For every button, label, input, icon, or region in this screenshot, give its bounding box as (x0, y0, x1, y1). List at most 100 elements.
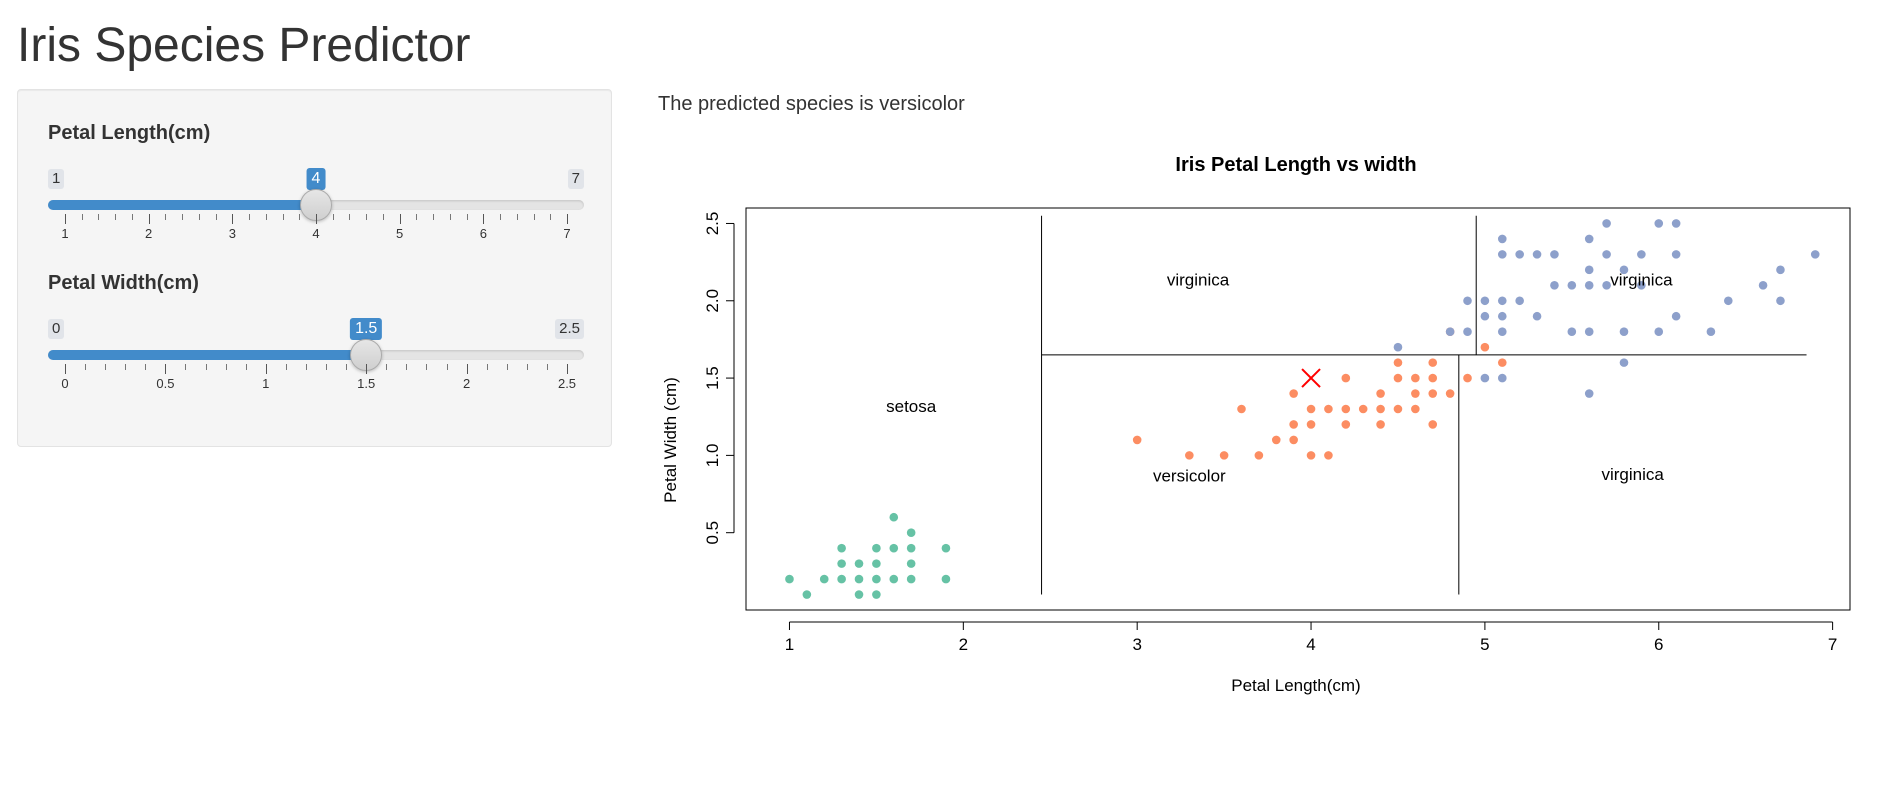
virginica-point (1584, 389, 1594, 398)
versicolor-point (1306, 420, 1316, 429)
decision-boundaries (1041, 215, 1807, 595)
versicolor-point (1376, 420, 1385, 429)
versicolor-point (1393, 404, 1403, 414)
setosa-point (941, 574, 951, 584)
virginica-point (1619, 327, 1629, 336)
virginica-point (1497, 234, 1507, 244)
prediction-marker-stroke (1301, 368, 1321, 388)
virginica-point (1602, 219, 1611, 228)
petal-length-minor-tick (249, 214, 251, 220)
petal-length-major-tick (148, 214, 150, 224)
setosa-point (872, 543, 881, 553)
virginica-point (1480, 296, 1490, 306)
petal-width-tick-label: 1.5 (357, 376, 376, 391)
versicolor-point (1463, 373, 1472, 383)
virginica-point (1532, 250, 1542, 259)
petal-length-tick-label: 4 (312, 226, 320, 241)
virginica-point (1515, 296, 1524, 306)
petal-width-minor-tick (85, 364, 87, 370)
setosa-point (854, 574, 864, 584)
petal-width-minor-tick (546, 364, 548, 370)
setosa-point (889, 543, 899, 553)
region-label: virginica (1167, 270, 1230, 289)
petal-width-major-tick (265, 364, 267, 374)
virginica-point (1393, 342, 1403, 352)
versicolor-point (1376, 404, 1385, 414)
virginica-point (1497, 296, 1507, 306)
petal-length-minor-tick (131, 214, 133, 220)
versicolor-point (1393, 373, 1403, 383)
setosa-point (906, 528, 916, 537)
versicolor-point (1289, 435, 1298, 445)
versicolor-point (1411, 389, 1420, 398)
petal-width-major-tick (366, 364, 368, 374)
setosa-point (872, 590, 881, 599)
petal-length-tick-label: 7 (563, 226, 571, 241)
petal-length-tick-label: 3 (228, 226, 236, 241)
region-label: virginica (1610, 270, 1673, 289)
petal-width-minor-tick (526, 364, 528, 370)
petal-length-minor-tick (516, 214, 518, 220)
versicolor-point (1411, 373, 1420, 383)
versicolor-point (1185, 451, 1194, 460)
petal-width-min-label: 0 (48, 319, 65, 339)
axes: 1 2 3 4 5 6 7 0.5 1.0 1.5 2.0 2.5 (703, 212, 1837, 654)
petal-length-minor-tick (215, 214, 217, 220)
setosa-point (872, 574, 881, 584)
virginica-point (1619, 358, 1629, 367)
iris-scatter-plot: Iris Petal Length vs width Petal Length(… (661, 154, 1851, 695)
region-label: setosa (886, 397, 937, 416)
setosa-point (819, 574, 829, 584)
virginica-point (1532, 311, 1542, 321)
petal-length-tick-label: 6 (479, 226, 487, 241)
virginica-point (1619, 265, 1629, 275)
versicolor-point (1237, 404, 1246, 414)
petal-width-minor-tick (245, 364, 247, 370)
petal-width-minor-tick (386, 364, 388, 370)
versicolor-point (1219, 451, 1229, 460)
versicolor-point (1411, 404, 1420, 414)
petal-length-minor-tick (182, 214, 184, 220)
petal-width-minor-tick (426, 364, 428, 370)
virginica-point (1480, 373, 1490, 383)
versicolor-point (1289, 420, 1298, 429)
petal-length-fill (48, 200, 316, 210)
virginica-point (1567, 327, 1577, 336)
virginica-point (1445, 327, 1455, 336)
virginica-point (1584, 281, 1594, 290)
petal-width-minor-tick (406, 364, 408, 370)
petal-length-minor-tick (265, 214, 267, 220)
petal-length-tick-label: 2 (145, 226, 153, 241)
setosa-point (837, 543, 846, 553)
petal-length-minor-tick (115, 214, 117, 220)
region-label: virginica (1601, 465, 1664, 484)
petal-length-label: Petal Length(cm) (48, 122, 211, 144)
petal-width-minor-tick (506, 364, 508, 370)
chart-title: Iris Petal Length vs width (1175, 154, 1416, 176)
petal-length-minor-tick (349, 214, 351, 220)
virginica-point (1550, 250, 1559, 259)
petal-length-minor-tick (198, 214, 200, 220)
petal-width-value-badge: 1.5 (350, 318, 383, 340)
y-tick-label: 1.5 (703, 366, 722, 390)
virginica-point (1497, 311, 1507, 321)
setosa-point (854, 559, 864, 568)
virginica-point (1776, 265, 1785, 275)
virginica-point (1584, 327, 1594, 336)
petal-width-major-tick (65, 364, 66, 374)
setosa-point (837, 574, 846, 584)
petal-length-minor-tick (299, 214, 301, 220)
petal-length-minor-tick (500, 214, 502, 220)
petal-length-slider-group: Petal Length(cm) 1 7 4 1 2 3 4 5 6 7 (48, 122, 584, 241)
petal-width-minor-tick (346, 364, 348, 370)
virginica-point (1637, 250, 1646, 259)
prediction-text: The predicted species is versicolor (658, 93, 965, 115)
petal-length-minor-tick (449, 214, 451, 220)
versicolor-point (1132, 435, 1142, 445)
petal-width-slider-group: Petal Width(cm) 0 2.5 1.5 0 0.5 1 1.5 2 2.5 (48, 272, 584, 391)
petal-length-minor-tick (466, 214, 468, 220)
y-tick-label: 0.5 (703, 521, 722, 545)
virginica-point (1463, 296, 1472, 306)
petal-length-minor-tick (533, 214, 535, 220)
virginica-point (1463, 327, 1472, 336)
